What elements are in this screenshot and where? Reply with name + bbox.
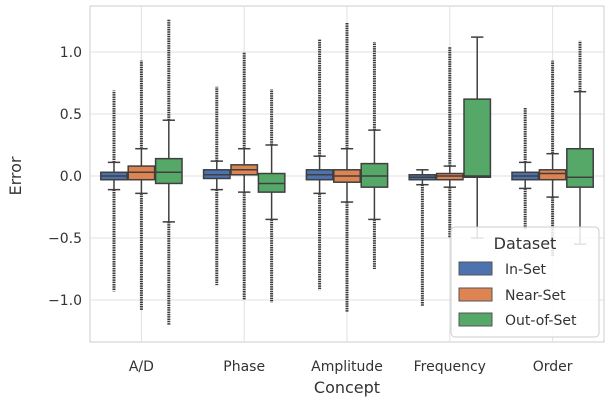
- y-tick-label: 0.0: [60, 169, 82, 185]
- box-near-set-phase: [230, 52, 259, 300]
- y-ticks: −1.0 −0.5 0.0 0.5 1.0: [48, 45, 82, 309]
- legend-label-near-set: Near-Set: [505, 288, 566, 304]
- x-tick-label: Order: [533, 359, 573, 375]
- y-tick-label: −0.5: [48, 231, 82, 247]
- box-body: [154, 157, 183, 185]
- x-tick-label: Frequency: [414, 359, 486, 375]
- box-in-set-order: [511, 107, 540, 230]
- x-ticks: A/D Phase Amplitude Frequency Order: [129, 359, 573, 375]
- box-near-set-frequency: [435, 47, 464, 238]
- x-tick-label: A/D: [129, 359, 154, 375]
- box-near-set-a-d: [127, 60, 156, 310]
- x-axis-label: Concept: [314, 378, 380, 397]
- box-in-set-frequency: [408, 169, 437, 307]
- box-out-of-set-amplitude: [360, 42, 389, 269]
- box-body: [538, 169, 567, 181]
- legend-swatch-in-set: [458, 261, 493, 276]
- y-tick-label: −1.0: [48, 293, 82, 309]
- box-out-of-set-a-d: [154, 19, 183, 325]
- y-tick-label: 0.5: [60, 107, 82, 123]
- legend-title: Dataset: [494, 234, 557, 253]
- x-tick-label: Phase: [223, 359, 265, 375]
- legend-swatch-out-of-set: [458, 312, 493, 327]
- x-tick-label: Amplitude: [311, 359, 383, 375]
- box-body: [566, 147, 594, 188]
- box-in-set-amplitude: [305, 39, 334, 291]
- box-in-set-a-d: [100, 90, 128, 292]
- legend-frame: [450, 226, 600, 338]
- box-near-set-amplitude: [333, 22, 361, 313]
- box-in-set-phase: [202, 86, 231, 286]
- legend-label-in-set: In-Set: [505, 262, 547, 278]
- box-out-of-set-phase: [257, 89, 286, 303]
- legend-label-out-of-set: Out-of-Set: [505, 313, 577, 329]
- box-out-of-set-frequency: [463, 36, 492, 239]
- y-tick-label: 1.0: [60, 45, 82, 61]
- box-body: [463, 98, 492, 178]
- legend-swatch-near-set: [458, 287, 493, 302]
- legend: Dataset In-Set Near-Set Out-of-Set: [450, 226, 600, 338]
- y-axis-label: Error: [6, 156, 25, 195]
- boxes-layer: [100, 19, 594, 325]
